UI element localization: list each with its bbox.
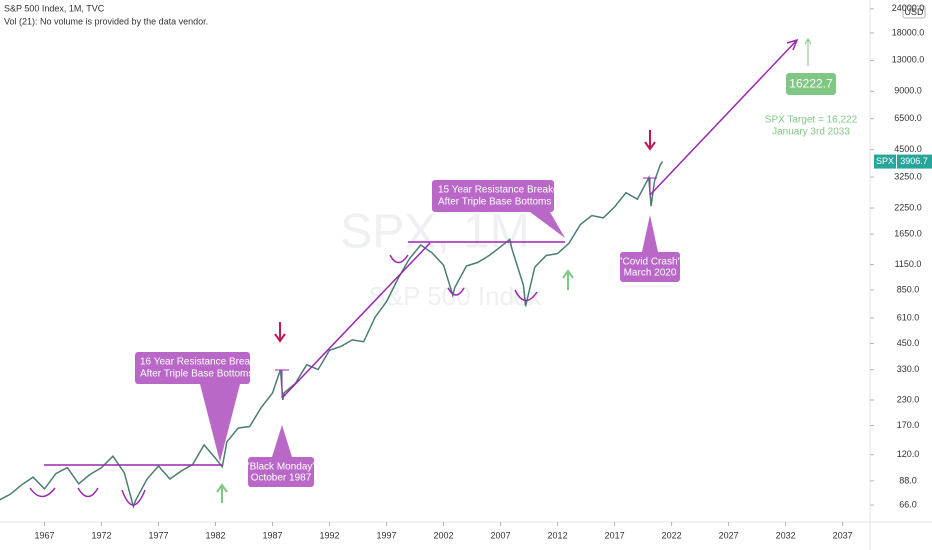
- y-tick-label: 24000.0: [892, 3, 925, 13]
- x-tick-label: 2012: [548, 530, 568, 540]
- y-tick-label: 1150.0: [895, 259, 922, 269]
- x-tick-label: 2002: [434, 530, 454, 540]
- y-tick-label: 170.0: [897, 420, 920, 430]
- y-tick-label: 6500.0: [894, 113, 922, 123]
- y-tick-label: 330.0: [897, 364, 920, 374]
- annotation-text: "Covid Crash": [619, 257, 682, 268]
- annotation-text: 16 Year Resistance Breakout: [140, 357, 269, 368]
- price-line: [0, 161, 664, 509]
- y-tick-label: 13000.0: [892, 55, 925, 65]
- price-tag-value: 3906.7: [900, 156, 928, 166]
- currency-box[interactable]: [902, 5, 926, 19]
- x-tick-label: 2022: [662, 530, 682, 540]
- x-tick-label: 2017: [605, 530, 625, 540]
- annotation-text: "Black Monday": [246, 462, 316, 473]
- y-tick-label: 3250.0: [894, 171, 922, 181]
- y-tick-label: 610.0: [897, 312, 920, 322]
- y-tick-label: 88.0: [899, 475, 917, 485]
- x-tick-label: 1997: [377, 530, 397, 540]
- y-tick-label: 66.0: [899, 499, 917, 509]
- signal-arrows: [216, 38, 812, 503]
- annotation-text: 15 Year Resistance Breakout: [438, 185, 567, 196]
- y-tick-label: 450.0: [897, 338, 920, 348]
- x-tick-label: 1972: [91, 530, 111, 540]
- annotation-text: After Triple Base Bottoms: [438, 197, 551, 208]
- y-tick-label: 18000.0: [892, 27, 925, 37]
- target-text: January 3rd 2033: [772, 127, 850, 138]
- watermark-symbol: SPX, 1M: [340, 206, 529, 259]
- x-tick-label: 1977: [148, 530, 168, 540]
- y-tick-label: 9000.0: [894, 86, 922, 96]
- annotation-text: October 1987: [251, 473, 312, 484]
- annotation-text: After Triple Base Bottoms: [140, 369, 253, 380]
- x-tick-label: 2007: [491, 530, 511, 540]
- target-label: 16222.7: [789, 77, 833, 91]
- x-tick-label: 1982: [205, 530, 225, 540]
- x-tick-label: 2037: [833, 530, 853, 540]
- y-tick-label: 2250.0: [894, 202, 922, 212]
- price-tag-symbol: SPX: [876, 156, 894, 166]
- y-tick-label: 850.0: [897, 284, 920, 294]
- y-tick-label: 120.0: [897, 449, 920, 459]
- plot-area: [0, 161, 664, 509]
- x-tick-label: 1987: [263, 530, 283, 540]
- y-tick-label: 230.0: [897, 394, 920, 404]
- x-tick-label: 1967: [34, 530, 54, 540]
- annotation-boxes: [135, 73, 836, 487]
- y-tick-label: 4500.0: [894, 144, 922, 154]
- x-tick-label: 2032: [776, 530, 796, 540]
- target-text: SPX Target = 16,222: [765, 115, 858, 126]
- header-title: S&P 500 Index, 1M, TVC: [4, 3, 105, 13]
- price-tag-symbol-bg: [874, 154, 896, 169]
- x-tick-label: 1992: [320, 530, 340, 540]
- currency: USD: [904, 7, 924, 17]
- y-tick-label: 1650.0: [894, 229, 922, 239]
- volume-note: Vol (21): No volume is provided by the d…: [4, 16, 208, 26]
- annotation-text: March 2020: [624, 268, 677, 279]
- drawings: [29, 38, 799, 506]
- price-tag-bg: [897, 154, 932, 169]
- x-tick-label: 2027: [719, 530, 739, 540]
